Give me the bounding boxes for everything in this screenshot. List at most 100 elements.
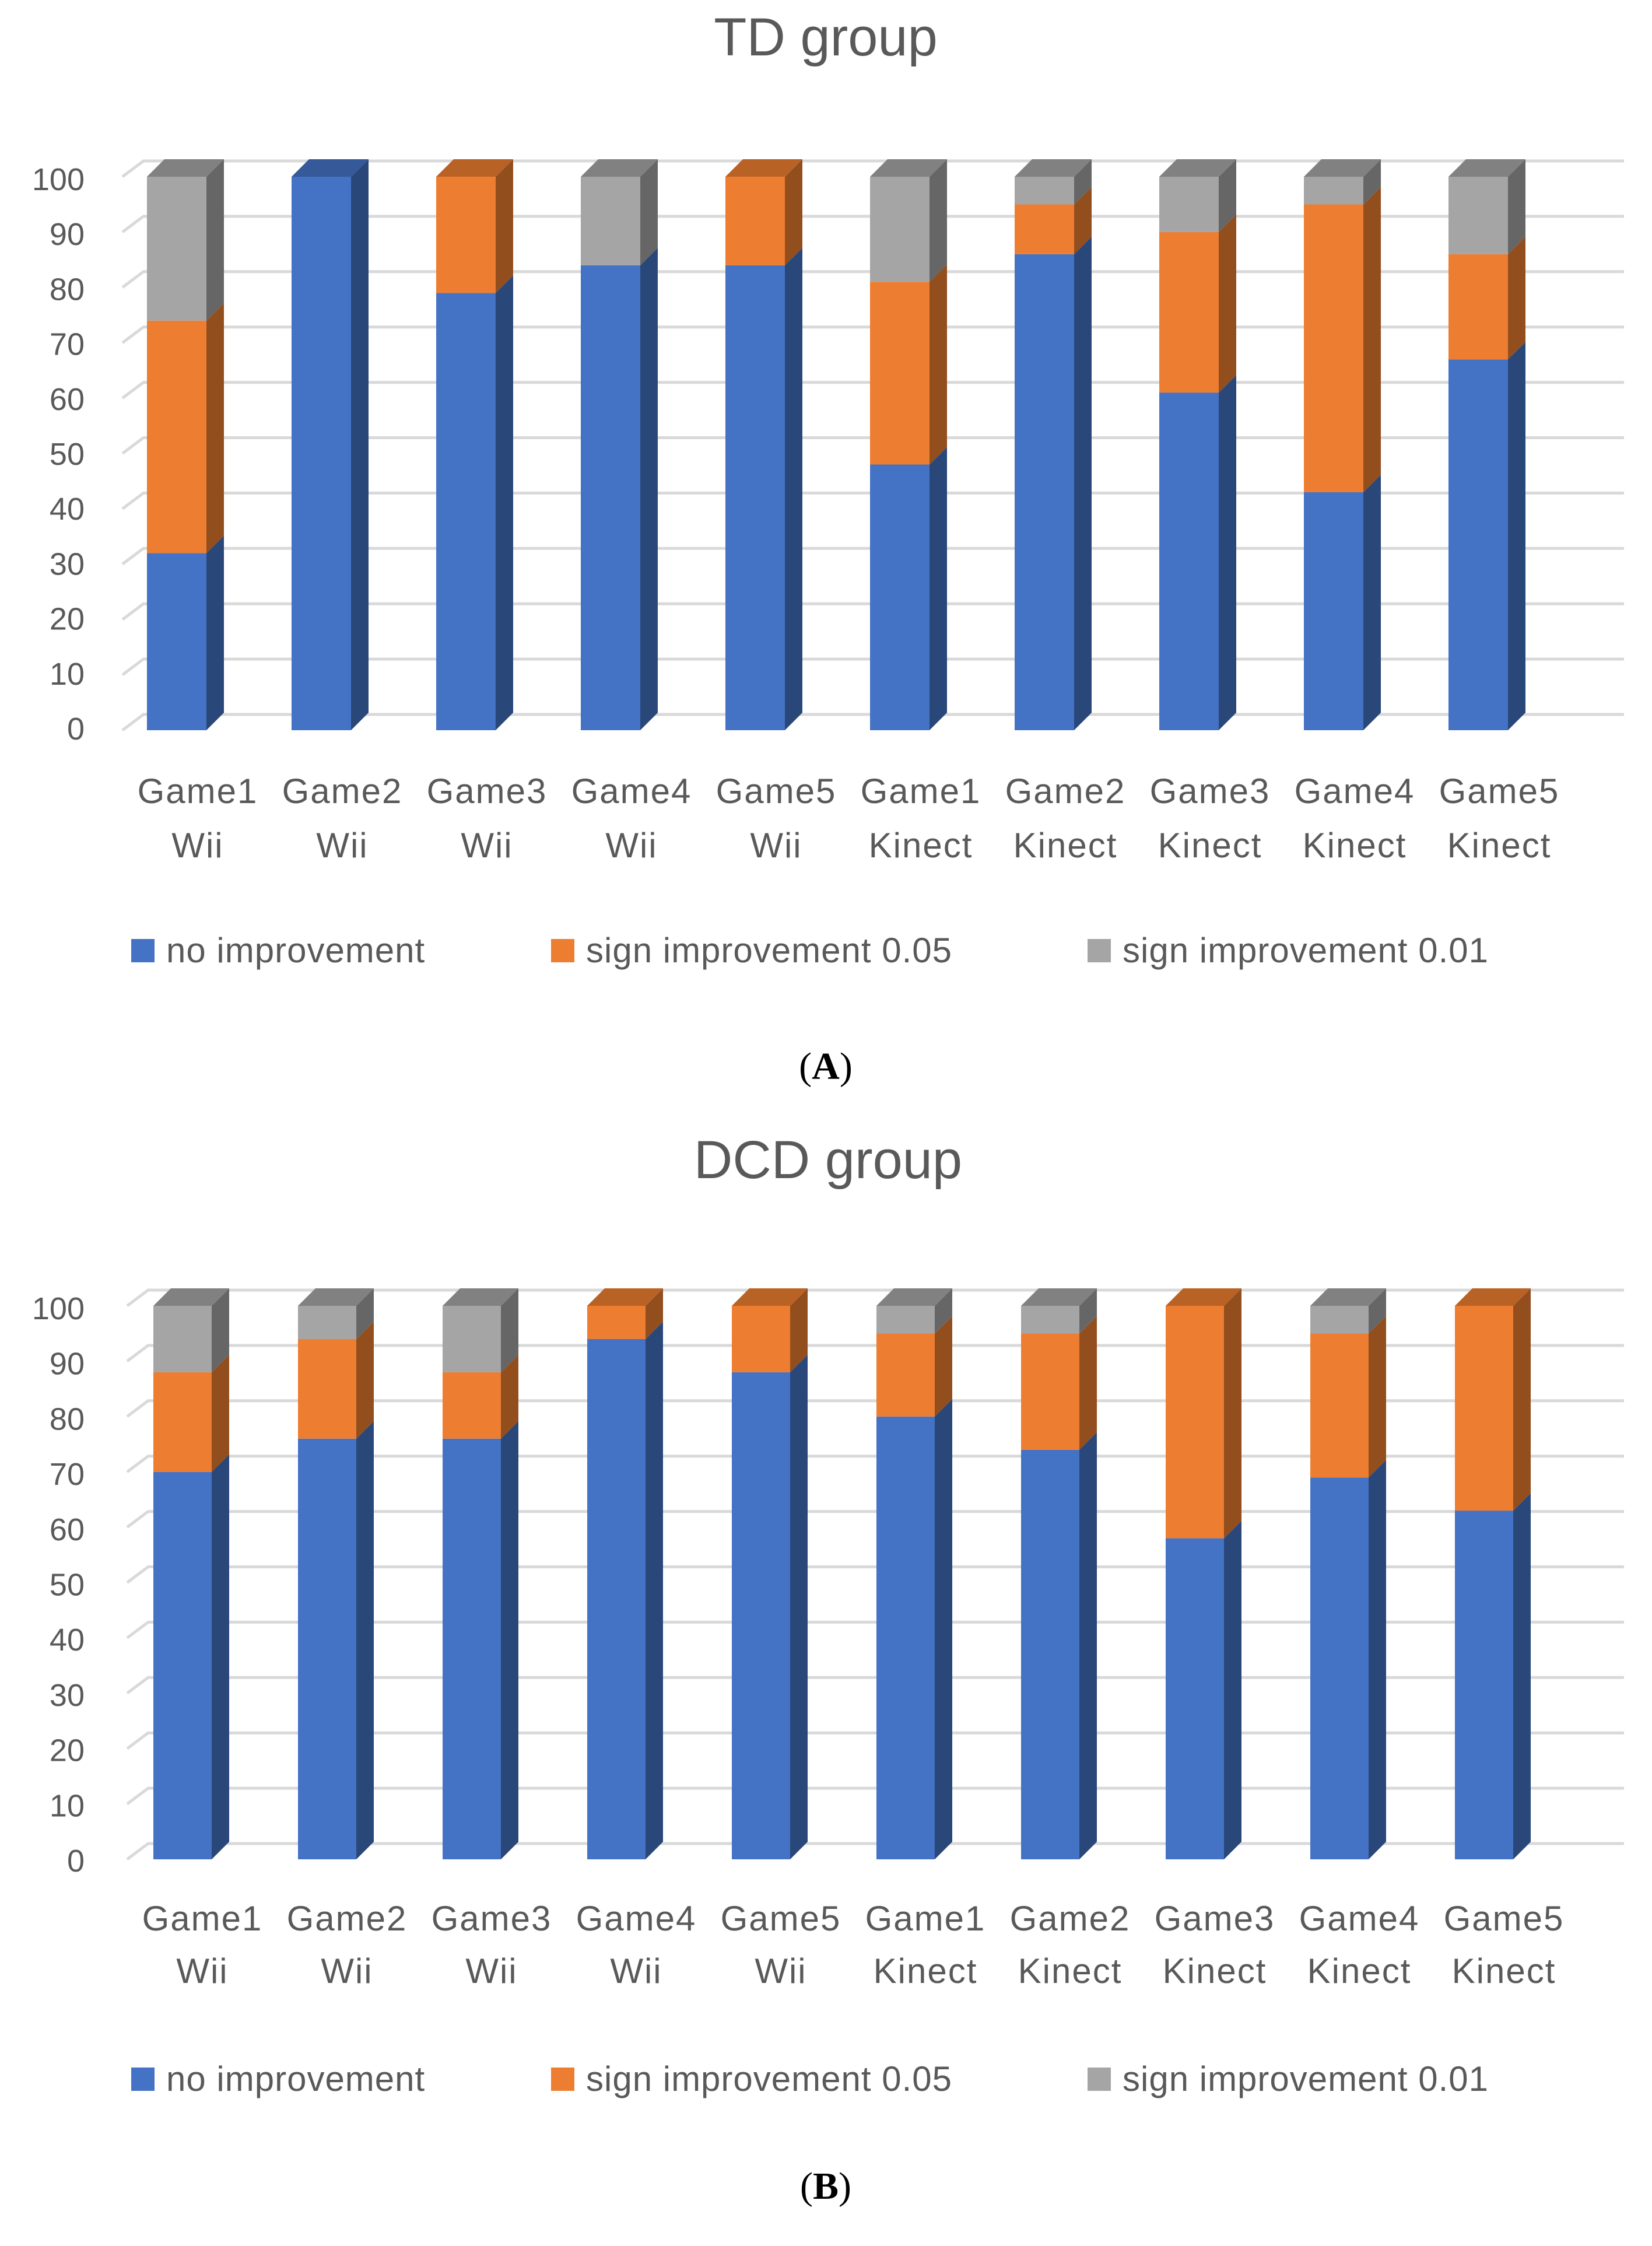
bar-sign-improvement-0-01-top xyxy=(1310,1288,1386,1306)
bar-no-improvement xyxy=(1166,1538,1224,1859)
bar-no-improvement-side xyxy=(1513,1493,1531,1859)
legend-label-no-improvement: no improvement xyxy=(166,931,425,970)
x-tick-label-game: Game1 xyxy=(138,772,258,811)
bar-sign-improvement-0-05 xyxy=(870,282,930,465)
bar-sign-improvement-0-05-side xyxy=(501,1354,518,1439)
bar-sign-improvement-0-01-side xyxy=(1508,159,1525,254)
x-tick-label-game: Game2 xyxy=(1005,772,1126,811)
bar-sign-improvement-0-05-side xyxy=(1513,1288,1531,1511)
bar-sign-improvement-0-05-side xyxy=(356,1321,374,1439)
bar-sign-improvement-0-01-side xyxy=(1363,159,1381,205)
bar-no-improvement-side xyxy=(935,1399,952,1859)
gridline xyxy=(121,436,1624,455)
legend-swatch-no-improvement xyxy=(131,2068,155,2091)
legend-label-sign-improvement-0-01: sign improvement 0.01 xyxy=(1123,931,1489,970)
bar-sign-improvement-0-05 xyxy=(1166,1306,1224,1539)
bar-no-improvement-side xyxy=(1508,342,1525,730)
bar-sign-improvement-0-05 xyxy=(436,177,496,293)
bar-sign-improvement-0-05 xyxy=(1015,204,1074,254)
bar-no-improvement xyxy=(725,265,785,731)
bar-sign-improvement-0-05 xyxy=(1455,1306,1513,1511)
gridline xyxy=(126,1399,1624,1418)
bar-no-improvement-side xyxy=(496,275,513,730)
bar-sign-improvement-0-01 xyxy=(1015,177,1074,205)
bar-sign-improvement-0-05-side xyxy=(1369,1316,1386,1478)
x-tick-label-game: Game1 xyxy=(861,772,981,811)
x-tick-label-device: Kinect xyxy=(1018,1951,1123,1991)
y-tick-label: 80 xyxy=(50,1401,85,1436)
bar-sign-improvement-0-05 xyxy=(876,1333,935,1417)
x-tick-label-game: Game4 xyxy=(571,772,692,811)
gridline xyxy=(126,1455,1624,1473)
bar-sign-improvement-0-01-side xyxy=(640,159,658,265)
y-tick-label: 10 xyxy=(50,657,85,692)
bar-sign-improvement-0-05 xyxy=(1159,232,1219,393)
bar-sign-improvement-0-05 xyxy=(1310,1333,1369,1478)
bar-sign-improvement-0-05-side xyxy=(1508,236,1525,360)
gridline xyxy=(126,1288,1624,1307)
chart-title: TD group xyxy=(714,8,938,67)
bar-no-improvement-side xyxy=(1079,1432,1097,1859)
gridline xyxy=(121,602,1624,621)
legend-label-no-improvement: no improvement xyxy=(166,2059,425,2098)
gridline xyxy=(121,491,1624,510)
bar-no-improvement-side xyxy=(206,535,224,730)
bar-no-improvement-side xyxy=(930,447,947,730)
panel-label: (A) xyxy=(799,1045,853,1088)
bar-sign-improvement-0-05-side xyxy=(212,1354,229,1472)
bar-sign-improvement-0-01-top xyxy=(1159,159,1236,177)
bar-sign-improvement-0-01 xyxy=(876,1306,935,1334)
gridline xyxy=(126,1620,1624,1639)
bar-no-improvement-side xyxy=(212,1454,229,1859)
bar-no-improvement xyxy=(1015,254,1074,730)
bar-sign-improvement-0-01-side xyxy=(206,159,224,321)
x-tick-label-game: Game4 xyxy=(1299,1899,1420,1938)
bar-no-improvement xyxy=(436,293,496,730)
x-tick-label-device: Kinect xyxy=(1158,826,1262,865)
bar-no-improvement-side xyxy=(1369,1460,1386,1859)
bar-sign-improvement-0-01-top xyxy=(870,159,947,177)
bar-sign-improvement-0-05-side xyxy=(496,159,513,293)
x-tick-label-device: Wii xyxy=(465,1951,517,1991)
bar-sign-improvement-0-01 xyxy=(1021,1306,1079,1334)
gridline xyxy=(121,215,1624,233)
bar-sign-improvement-0-05-side xyxy=(935,1316,952,1417)
bar-sign-improvement-0-05 xyxy=(1448,254,1508,360)
bar-sign-improvement-0-01-top xyxy=(1448,159,1525,177)
gridline xyxy=(121,159,1624,178)
bar-no-improvement xyxy=(153,1471,212,1859)
bar-no-improvement-side xyxy=(790,1354,808,1859)
y-tick-label: 20 xyxy=(50,602,85,637)
legend-swatch-no-improvement xyxy=(131,939,155,962)
legend-swatch-sign-improvement-0-05 xyxy=(551,2068,574,2091)
x-tick-label-device: Wii xyxy=(321,1951,373,1991)
bar-sign-improvement-0-05-side xyxy=(1219,214,1236,393)
y-tick-label: 40 xyxy=(50,492,85,527)
bar-sign-improvement-0-01-top xyxy=(298,1288,374,1306)
y-tick-label: 80 xyxy=(50,272,85,307)
bar-sign-improvement-0-01 xyxy=(298,1306,356,1339)
y-tick-label: 40 xyxy=(50,1623,85,1658)
x-tick-label-game: Game2 xyxy=(1010,1899,1131,1938)
bar-sign-improvement-0-05-top xyxy=(436,159,513,177)
bar-no-improvement xyxy=(292,177,351,730)
bar-sign-improvement-0-01-side xyxy=(1079,1288,1097,1334)
bar-sign-improvement-0-01-side xyxy=(356,1288,374,1339)
bar-sign-improvement-0-01-side xyxy=(1219,159,1236,232)
panel-label: (B) xyxy=(800,2165,851,2208)
bar-no-improvement xyxy=(1448,359,1508,730)
bar-no-improvement xyxy=(1021,1449,1079,1859)
td-group-chart: TD group 0 10 20 30 40 50 60 70 80 90 100 Game1 Wii Ga… xyxy=(32,8,1624,1088)
gridline xyxy=(121,546,1624,566)
bar-sign-improvement-0-01-top xyxy=(1021,1288,1097,1306)
bar-sign-improvement-0-05 xyxy=(1304,204,1363,492)
bar-sign-improvement-0-05-side xyxy=(785,159,802,265)
bar-no-improvement-side xyxy=(356,1421,374,1859)
y-tick-label: 90 xyxy=(50,217,85,252)
bar-sign-improvement-0-01 xyxy=(581,177,640,265)
y-tick-label: 0 xyxy=(67,712,85,747)
bar-sign-improvement-0-05 xyxy=(732,1306,790,1372)
x-tick-label-game: Game3 xyxy=(432,1899,552,1938)
x-tick-label-game: Game2 xyxy=(282,772,403,811)
bar-no-improvement-side xyxy=(351,159,369,730)
